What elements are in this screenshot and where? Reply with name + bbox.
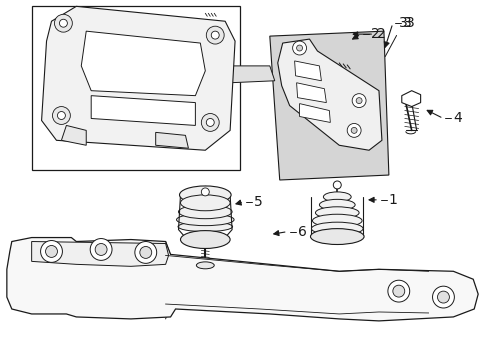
Circle shape <box>355 98 361 104</box>
Text: 4: 4 <box>452 112 461 126</box>
Ellipse shape <box>178 205 232 219</box>
Circle shape <box>351 94 366 108</box>
Text: 2: 2 <box>370 27 379 41</box>
Polygon shape <box>401 91 420 107</box>
Circle shape <box>392 285 404 297</box>
Ellipse shape <box>179 186 231 204</box>
Circle shape <box>140 247 151 258</box>
Circle shape <box>201 188 209 196</box>
Circle shape <box>57 112 65 120</box>
Text: 3: 3 <box>402 16 411 30</box>
Ellipse shape <box>176 214 234 226</box>
Polygon shape <box>81 31 205 96</box>
Circle shape <box>211 31 219 39</box>
Polygon shape <box>294 61 321 81</box>
Circle shape <box>296 45 302 51</box>
Bar <box>32 6 240 170</box>
Text: 5: 5 <box>253 195 262 209</box>
Ellipse shape <box>323 192 350 202</box>
Circle shape <box>333 181 341 189</box>
Circle shape <box>201 113 219 131</box>
Ellipse shape <box>196 262 214 269</box>
Polygon shape <box>296 83 325 103</box>
Polygon shape <box>91 96 195 125</box>
Circle shape <box>387 280 409 302</box>
Ellipse shape <box>315 207 358 219</box>
Polygon shape <box>299 104 330 122</box>
Circle shape <box>95 243 107 255</box>
Ellipse shape <box>312 231 361 243</box>
Text: 1: 1 <box>388 193 397 207</box>
Ellipse shape <box>319 199 354 210</box>
Polygon shape <box>7 238 477 321</box>
Polygon shape <box>155 132 188 148</box>
Circle shape <box>90 239 112 260</box>
Circle shape <box>437 291 448 303</box>
Circle shape <box>350 127 356 133</box>
Ellipse shape <box>312 214 361 227</box>
Text: 6: 6 <box>297 225 306 239</box>
Circle shape <box>41 240 62 262</box>
Circle shape <box>60 19 67 27</box>
Polygon shape <box>224 66 274 83</box>
Polygon shape <box>277 39 381 150</box>
Text: 3: 3 <box>405 16 414 30</box>
Ellipse shape <box>180 231 230 248</box>
Text: 2: 2 <box>352 27 385 41</box>
Circle shape <box>206 118 214 126</box>
Circle shape <box>432 286 453 308</box>
Circle shape <box>52 107 70 125</box>
Polygon shape <box>41 6 235 150</box>
Polygon shape <box>269 31 388 180</box>
Circle shape <box>45 246 57 257</box>
Ellipse shape <box>180 195 230 211</box>
Circle shape <box>135 242 156 264</box>
Circle shape <box>346 123 360 137</box>
Circle shape <box>206 26 224 44</box>
Polygon shape <box>32 242 168 266</box>
Circle shape <box>292 41 306 55</box>
Circle shape <box>54 14 72 32</box>
Ellipse shape <box>178 222 232 231</box>
Ellipse shape <box>311 222 362 235</box>
Polygon shape <box>61 125 86 145</box>
Text: 3: 3 <box>385 16 407 57</box>
Ellipse shape <box>310 229 364 244</box>
